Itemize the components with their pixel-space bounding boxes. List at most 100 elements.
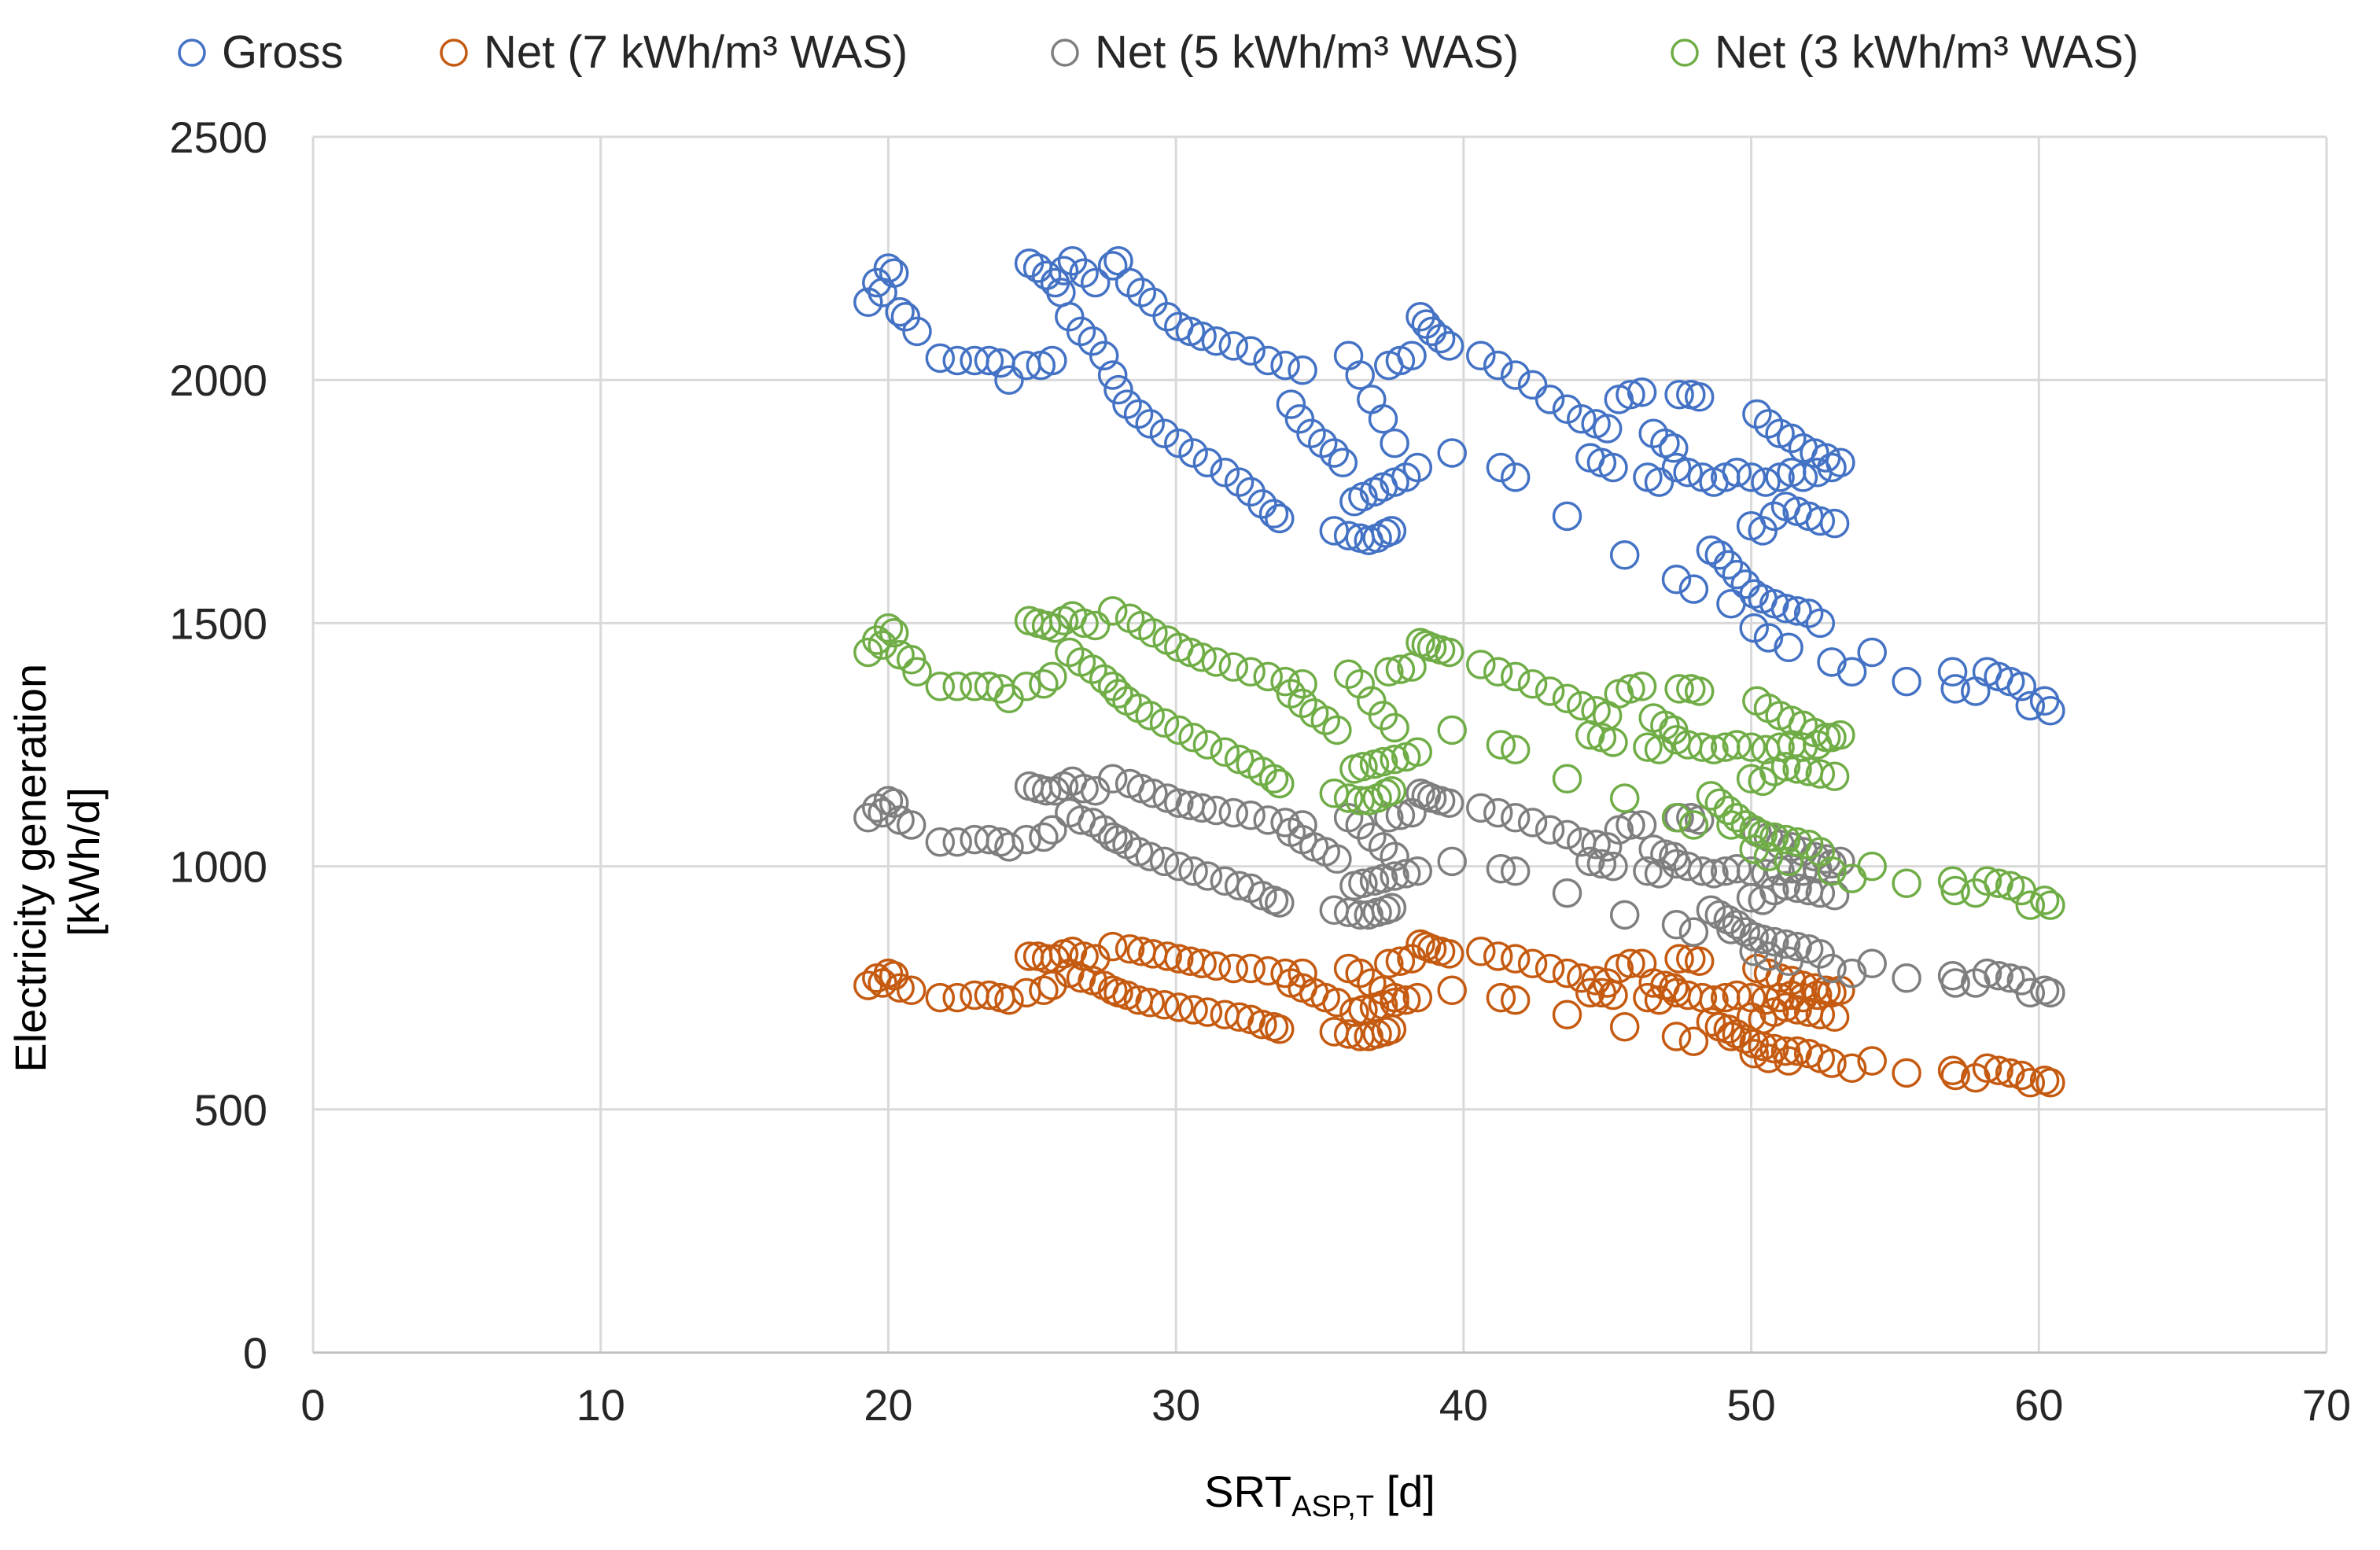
data-point xyxy=(1722,730,1752,760)
data-point xyxy=(1097,596,1128,626)
data-point xyxy=(1500,803,1531,833)
data-point xyxy=(1753,1044,1784,1073)
data-point xyxy=(1319,779,1350,808)
data-point xyxy=(1402,982,1433,1013)
data-point xyxy=(1265,503,1295,534)
data-point xyxy=(1598,727,1628,757)
data-point xyxy=(1164,992,1194,1022)
data-point xyxy=(1722,559,1752,590)
data-point xyxy=(1149,418,1180,448)
data-point xyxy=(925,343,956,374)
data-point xyxy=(1984,1055,2013,1086)
x-axis-ticks: 0 10 20 30 40 50 60 70 xyxy=(300,1380,2351,1430)
x-axis-title: SRTASP,T [d] xyxy=(1204,1467,1435,1523)
x-tick-label: 30 xyxy=(1151,1380,1200,1430)
data-point xyxy=(1664,944,1694,974)
data-point xyxy=(1466,937,1496,966)
data-point xyxy=(1517,808,1548,838)
data-point xyxy=(1687,732,1718,762)
data-point xyxy=(1753,623,1784,653)
data-point xyxy=(1687,856,1718,886)
data-point xyxy=(1402,737,1433,768)
data-point xyxy=(1178,856,1208,886)
data-point xyxy=(1972,958,2002,989)
data-point xyxy=(1995,1058,2025,1088)
data-point xyxy=(974,824,1004,855)
data-point xyxy=(1892,666,1921,697)
data-point xyxy=(1037,345,1067,376)
data-point xyxy=(1811,722,1841,753)
y-tick-label: 1500 xyxy=(169,598,267,648)
data-point xyxy=(1774,846,1803,877)
data-point xyxy=(1385,946,1416,976)
data-point xyxy=(2006,1060,2037,1091)
data-point xyxy=(1265,888,1295,918)
data-point xyxy=(1782,873,1812,904)
data-point xyxy=(1552,764,1582,794)
data-point xyxy=(1940,875,1970,906)
data-point xyxy=(1069,608,1099,639)
data-point xyxy=(1609,783,1640,813)
x-tick-label: 70 xyxy=(2302,1380,2351,1430)
data-point xyxy=(1037,815,1067,845)
data-point xyxy=(1644,985,1674,1015)
data-point xyxy=(896,975,927,1006)
data-point xyxy=(879,788,909,818)
data-point xyxy=(1411,309,1442,339)
data-point xyxy=(1684,382,1715,412)
data-point xyxy=(1164,715,1194,746)
x-tick-label: 40 xyxy=(1439,1380,1488,1430)
data-point xyxy=(2015,977,2046,1008)
data-point xyxy=(1265,768,1295,799)
data-point xyxy=(1736,732,1767,762)
data-point xyxy=(1817,953,1847,984)
data-point xyxy=(925,827,956,857)
data-point xyxy=(1664,674,1694,704)
data-point xyxy=(1739,613,1769,643)
data-point xyxy=(1586,977,1617,1008)
data-point xyxy=(1575,977,1605,1008)
data-point xyxy=(1995,963,2025,993)
data-point xyxy=(1753,841,1784,871)
data-point xyxy=(1972,1053,2002,1083)
data-point xyxy=(942,672,972,701)
data-point xyxy=(1616,948,1645,979)
data-point xyxy=(1247,1009,1277,1040)
data-point xyxy=(1892,1058,1921,1088)
data-point xyxy=(1805,759,1836,789)
data-point xyxy=(1788,462,1818,492)
data-point xyxy=(1466,341,1496,371)
data-point xyxy=(1048,256,1079,285)
data-point xyxy=(1774,946,1803,976)
data-point xyxy=(1659,433,1689,463)
data-point xyxy=(1534,676,1565,706)
data-point xyxy=(873,253,904,283)
data-point xyxy=(1097,672,1128,701)
data-point xyxy=(1664,380,1694,410)
data-point xyxy=(1253,661,1283,692)
data-point xyxy=(1661,803,1692,833)
x-axis-title-subscript: ASP,T xyxy=(1291,1490,1374,1523)
x-tick-label: 10 xyxy=(577,1380,625,1430)
data-point xyxy=(1218,652,1249,682)
data-point xyxy=(1552,683,1582,714)
data-point xyxy=(1678,1026,1709,1056)
data-point xyxy=(896,810,927,840)
data-point xyxy=(1333,897,1364,928)
data-point xyxy=(1406,302,1435,332)
data-point xyxy=(1486,982,1516,1013)
data-point xyxy=(1817,856,1847,886)
data-point xyxy=(1483,350,1513,381)
data-point xyxy=(1288,355,1317,385)
data-point xyxy=(1253,345,1283,376)
data-point xyxy=(994,365,1024,395)
data-point xyxy=(1328,447,1358,478)
data-point xyxy=(1661,564,1692,595)
data-point xyxy=(1114,267,1145,298)
data-point xyxy=(942,827,972,857)
legend-marker xyxy=(178,39,206,67)
data-point xyxy=(1374,948,1404,979)
data-point xyxy=(1716,810,1746,840)
data-point xyxy=(1078,326,1107,356)
y-tick-label: 1000 xyxy=(169,842,267,892)
